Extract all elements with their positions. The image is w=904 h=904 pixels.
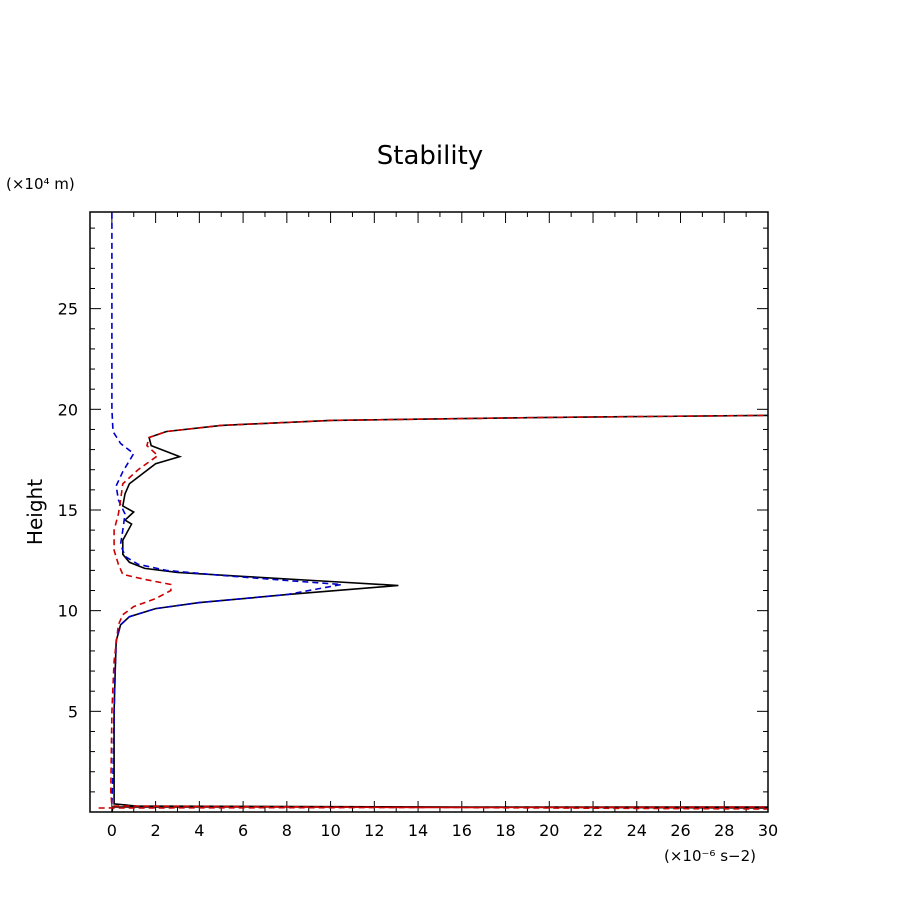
x-tick-label: 2	[151, 821, 161, 840]
x-tick-label: 14	[408, 821, 428, 840]
series-line-1	[111, 414, 768, 812]
x-tick-label: 20	[539, 821, 559, 840]
chart-title: Stability	[377, 141, 483, 171]
x-tick-label: 0	[107, 821, 117, 840]
x-tick-label: 8	[282, 821, 292, 840]
x-tick-label: 6	[238, 821, 248, 840]
y-tick-label: 10	[58, 602, 78, 621]
x-tick-label: 16	[452, 821, 472, 840]
x-tick-labels: 0 2 4 6 8 10 12 14 16 18 20 22 24 26 28 30	[107, 821, 778, 840]
y-tick-label: 20	[58, 400, 78, 419]
y-tick-label: 5	[68, 702, 78, 721]
series-line-3	[98, 414, 768, 810]
y-tick-label: 15	[58, 501, 78, 520]
plot-frame	[89, 211, 769, 813]
axis-ticks	[89, 212, 769, 812]
x-tick-label: 24	[627, 821, 647, 840]
x-tick-label: 22	[583, 821, 603, 840]
series-line-2	[111, 212, 342, 804]
y-unit-label: (×10⁴ m)	[6, 175, 75, 193]
y-tick-label: 25	[58, 300, 78, 319]
x-tick-label: 30	[758, 821, 778, 840]
series-lines	[98, 212, 768, 812]
x-tick-label: 26	[670, 821, 690, 840]
x-tick-label: 12	[364, 821, 384, 840]
y-tick-labels: 5 10 15 20 25	[58, 300, 78, 722]
x-tick-label: 18	[495, 821, 515, 840]
x-tick-label: 10	[320, 821, 340, 840]
x-tick-label: 4	[194, 821, 204, 840]
x-tick-label: 28	[714, 821, 734, 840]
y-axis-title: Height	[23, 479, 47, 545]
x-unit-label: (×10⁻⁶ s−2)	[664, 847, 756, 865]
